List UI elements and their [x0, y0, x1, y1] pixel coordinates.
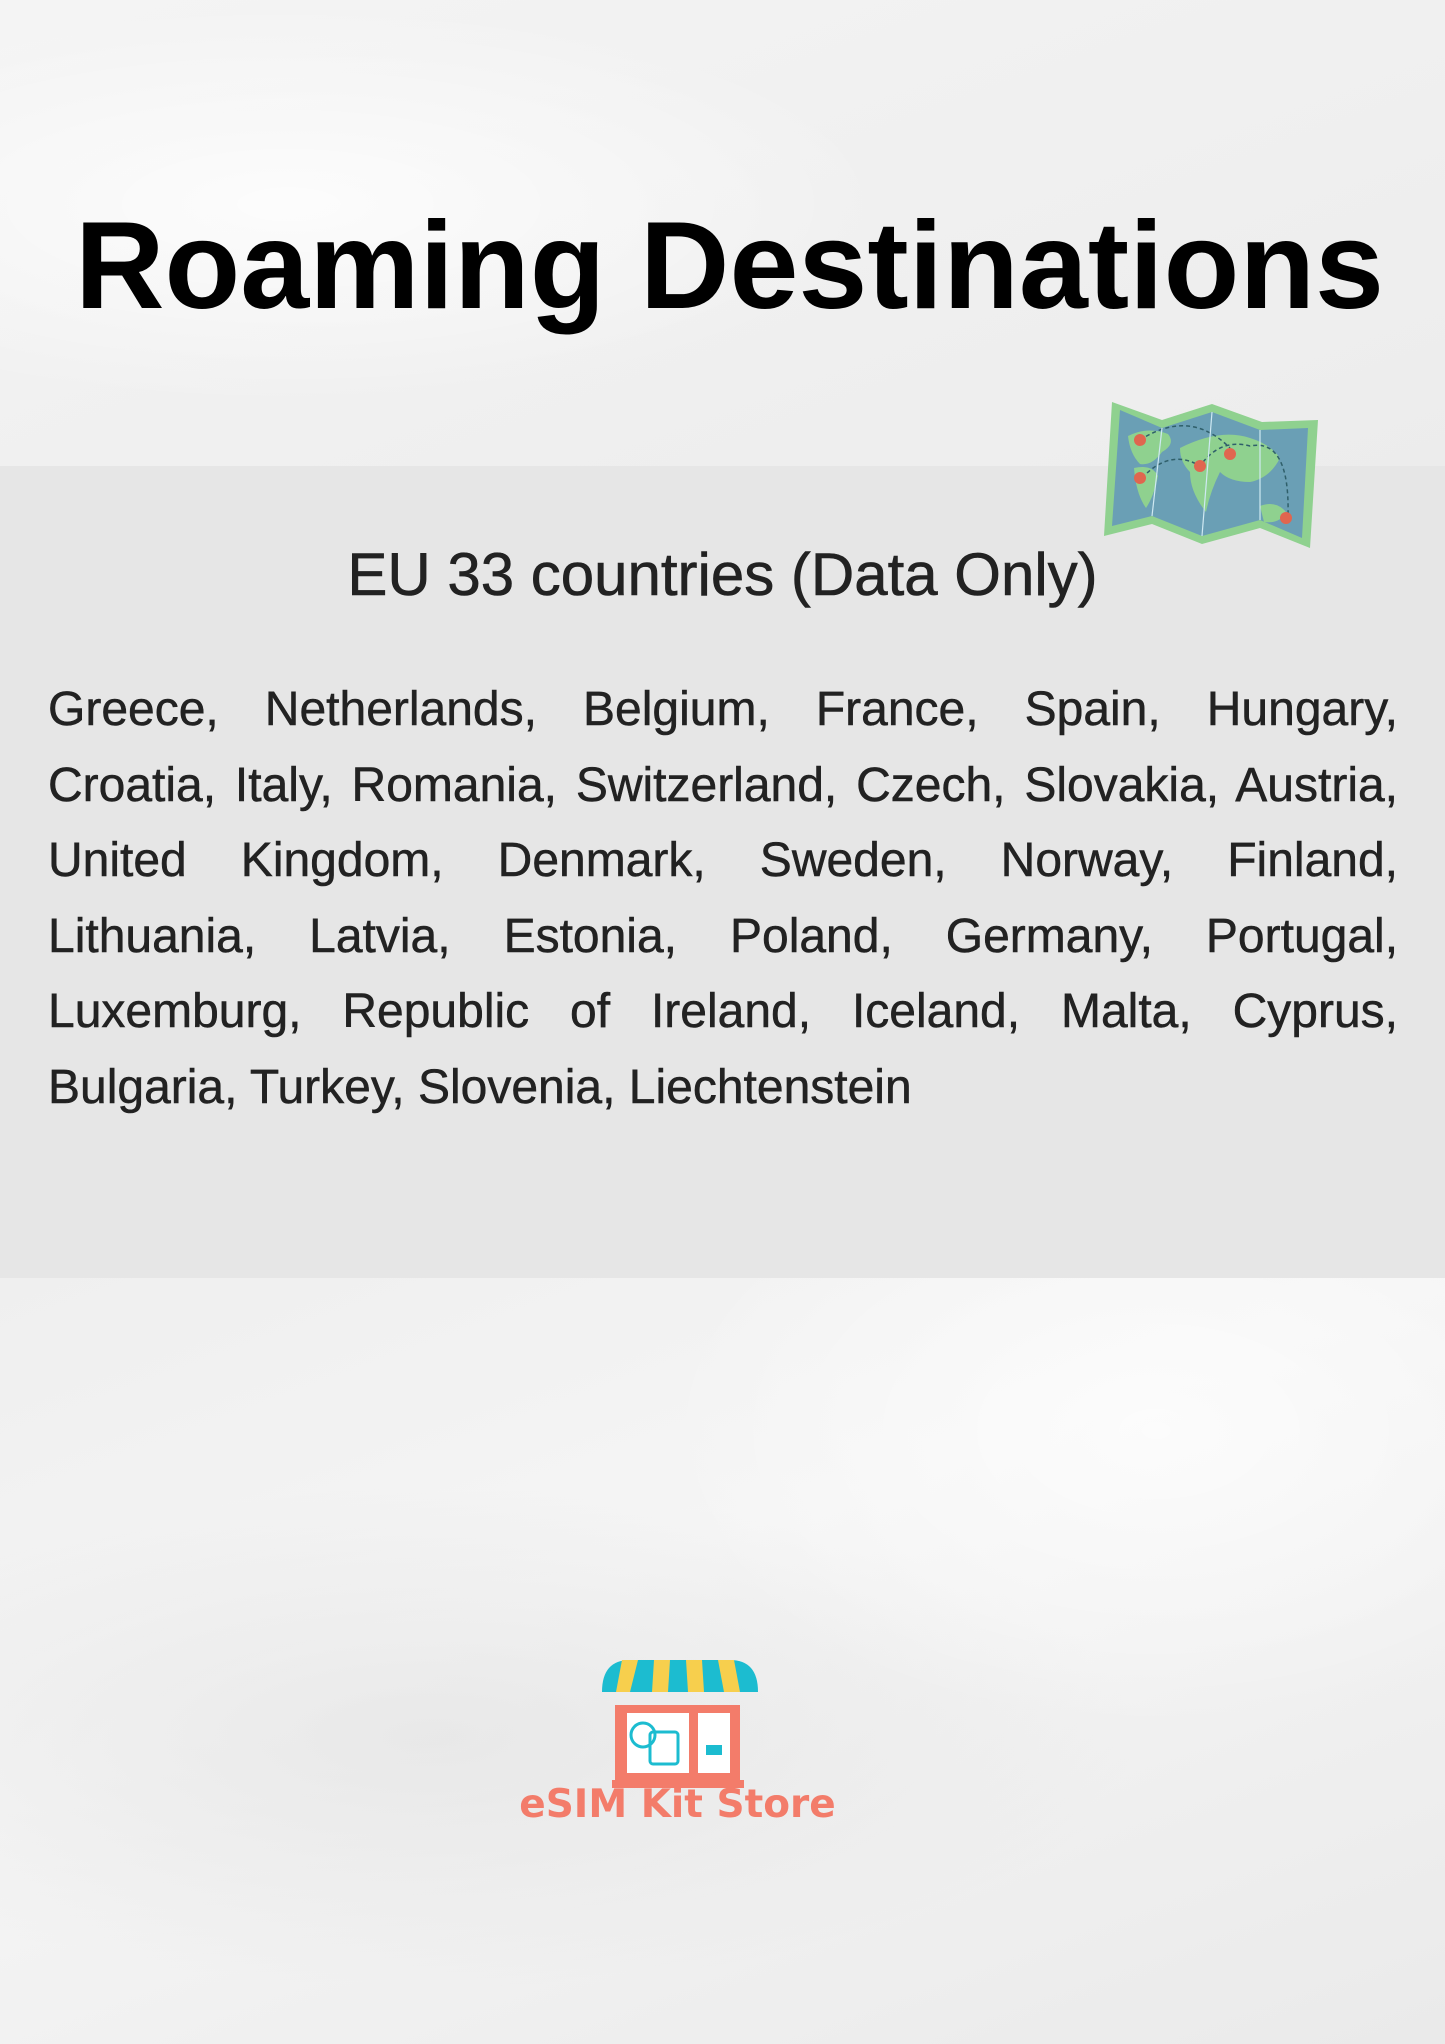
country-item: Austria [1235, 758, 1398, 812]
country-item: Spain [1024, 683, 1160, 737]
brand-name: eSIM Kit Store [519, 1782, 836, 1827]
country-item: Croatia [48, 758, 216, 812]
country-item: Turkey [250, 1061, 405, 1115]
country-item: United Kingdom [48, 834, 444, 888]
country-item: Estonia [503, 910, 677, 964]
country-item: Czech [856, 758, 1006, 812]
country-item: Belgium [583, 683, 770, 737]
country-item: Luxemburg [48, 985, 302, 1039]
country-item: France [816, 683, 979, 737]
country-item: Romania [351, 758, 557, 812]
country-item: Republic of Ireland [342, 985, 811, 1039]
country-item: Greece [48, 683, 219, 737]
country-item: Sweden [760, 834, 947, 888]
country-item: Latvia [309, 910, 451, 964]
country-item: Hungary [1207, 683, 1398, 737]
country-item: Cyprus [1232, 985, 1398, 1039]
country-item: Switzerland [576, 758, 838, 812]
country-item: Slovenia [418, 1061, 616, 1115]
country-item: Lithuania [48, 910, 256, 964]
country-item: Finland [1227, 834, 1398, 888]
country-item: Portugal [1206, 910, 1398, 964]
country-item: Italy [235, 758, 333, 812]
world-map-icon [1104, 402, 1318, 548]
page-title: Roaming Destinations [75, 197, 1385, 335]
country-item: Malta [1061, 985, 1192, 1039]
country-item: Slovakia [1024, 758, 1219, 812]
country-item: Germany [946, 910, 1153, 964]
country-item: Iceland [852, 985, 1020, 1039]
country-list: Greece Netherlands Belgium France Spain … [48, 672, 1398, 1126]
country-item: Netherlands [265, 683, 537, 737]
countries-panel [0, 466, 1445, 1278]
country-item: Poland [730, 910, 893, 964]
region-heading: EU 33 countries (Data Only) [347, 541, 1098, 609]
country-item: Norway [1000, 834, 1173, 888]
country-item: Bulgaria [48, 1061, 238, 1115]
country-item: Liechtenstein [628, 1060, 912, 1115]
country-item: Denmark [497, 834, 705, 888]
storefront-icon [602, 1660, 758, 1788]
